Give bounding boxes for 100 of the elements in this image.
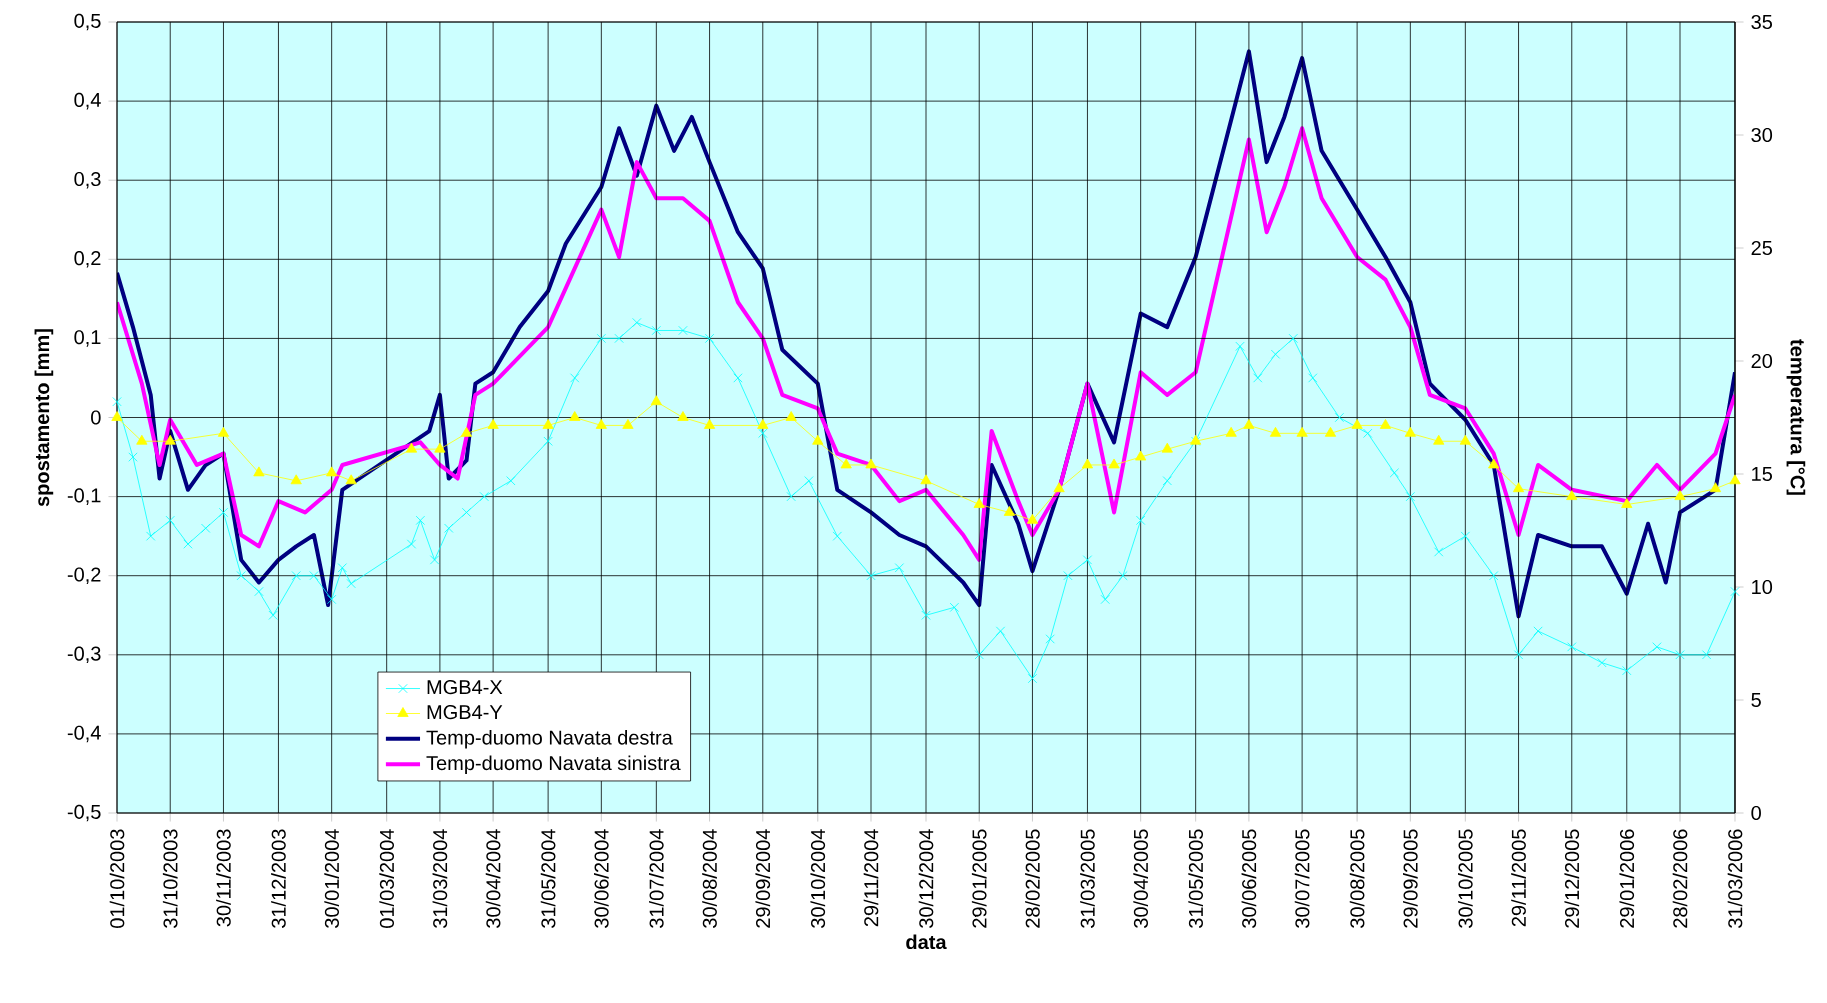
point (1026, 513, 1039, 524)
x-tick-label: 29/11/2004 (863, 829, 879, 927)
point (136, 434, 148, 445)
x-tick-label: 30/07/2005 (1294, 829, 1310, 928)
y-tick-label: -0,1 (67, 488, 101, 505)
x-tick-label: 29/12/2005 (1564, 829, 1580, 928)
point (785, 411, 797, 421)
point (1225, 426, 1237, 437)
x-tick-label: 29/09/2005 (1402, 829, 1418, 928)
point (460, 426, 473, 437)
point (487, 419, 499, 429)
point (345, 474, 357, 485)
x-tick-label: 31/10/2003 (162, 829, 178, 928)
point (1324, 426, 1337, 437)
point (973, 498, 985, 508)
point (1512, 482, 1525, 493)
x-tick-label: 29/11/2005 (1511, 829, 1526, 927)
point (1729, 474, 1741, 485)
x-tick-label: 01/03/2004 (379, 829, 395, 928)
point (703, 419, 716, 429)
y2-tick-label: 35 (1751, 14, 1773, 30)
point (1243, 419, 1255, 429)
point (1674, 490, 1686, 501)
x-tick-label: 30/11/2003 (216, 829, 231, 927)
x-tick-label: 28/02/2005 (1025, 829, 1040, 928)
point (757, 419, 769, 429)
legend-label: MGB4-Y (427, 705, 503, 720)
point (1161, 442, 1173, 453)
point (840, 458, 852, 469)
y-tick-label: 0,2 (74, 251, 101, 268)
y-tick-label: 0,3 (74, 171, 101, 189)
point (1003, 506, 1015, 516)
y2-tick-label: 10 (1752, 579, 1773, 595)
y-tick-label: -0,3 (67, 646, 101, 664)
point (542, 419, 554, 429)
legend-label: MGB4-X (427, 680, 503, 695)
line-series (117, 126, 1735, 562)
point (595, 419, 607, 429)
x-tick-label: 30/12/2004 (918, 829, 934, 928)
y-tick-label: -0,2 (67, 567, 101, 584)
point (1433, 434, 1445, 445)
x-tick-label: 30/06/2005 (1241, 829, 1257, 928)
x-tick-label: 30/04/2004 (485, 829, 501, 928)
x-axis-title: data (906, 934, 947, 950)
point (622, 419, 634, 429)
point (253, 466, 265, 477)
point (434, 442, 446, 453)
line-series (117, 49, 1735, 619)
y-tick-label: -0,5 (67, 804, 101, 822)
x-tick-label: 29/01/2005 (971, 829, 987, 928)
y2-tick-label: 0 (1751, 805, 1761, 821)
y-tick-label: -0,4 (67, 725, 101, 743)
x-tick-label: 31/05/2004 (540, 829, 556, 928)
y-tick-label: 0 (91, 410, 101, 425)
point (1566, 490, 1578, 501)
point (920, 474, 932, 485)
point (1053, 482, 1065, 493)
y2-tick-label: 15 (1752, 467, 1773, 481)
point (1269, 426, 1282, 437)
point (569, 411, 581, 421)
point (677, 411, 689, 421)
x-tick-label: 31/03/2004 (432, 829, 448, 928)
y2-tick-label: 5 (1751, 693, 1761, 707)
legend-label: Temp-duomo Navata destra (426, 729, 673, 749)
point (326, 466, 338, 477)
point (1135, 450, 1147, 461)
y-tick-label: 0,4 (74, 92, 101, 110)
x-tick-label: 31/03/2006 (1727, 829, 1743, 928)
x-tick-label: 30/10/2005 (1457, 829, 1473, 928)
point (1108, 458, 1120, 469)
x-tick-label: 30/01/2004 (324, 829, 340, 928)
point (405, 442, 418, 453)
x-tick-label: 28/02/2006 (1672, 829, 1688, 928)
point (812, 434, 824, 445)
x-tick-label: 30/04/2005 (1133, 829, 1149, 928)
x-tick-label: 29/01/2006 (1619, 829, 1635, 928)
legend-label: Temp-duomo Navata sinistra (426, 755, 681, 775)
y-tick-label: 0,5 (74, 13, 101, 31)
point (217, 426, 230, 437)
x-tick-label: 01/10/2003 (109, 829, 125, 928)
point (164, 434, 176, 445)
x-tick-label: 31/07/2004 (648, 829, 664, 928)
x-tick-label: 30/08/2005 (1349, 829, 1365, 928)
point (865, 458, 877, 469)
point (1488, 458, 1500, 469)
point (1296, 426, 1308, 437)
point (1351, 419, 1363, 429)
x-tick-label: 30/08/2004 (702, 829, 717, 928)
point (1459, 434, 1471, 445)
y-tick-label: 0,1 (74, 330, 101, 347)
point (290, 474, 302, 485)
point (111, 411, 123, 421)
y2-tick-label: 25 (1751, 240, 1773, 256)
point (1404, 426, 1416, 437)
x-tick-label: 30/10/2004 (810, 829, 826, 928)
x-tick-label: 31/03/2005 (1080, 829, 1095, 928)
y2-tick-label: 30 (1751, 127, 1773, 143)
point (1379, 419, 1392, 429)
x-tick-label: 30/06/2004 (594, 829, 609, 928)
y2-axis-title: temperatura [°C] (1786, 339, 1806, 495)
